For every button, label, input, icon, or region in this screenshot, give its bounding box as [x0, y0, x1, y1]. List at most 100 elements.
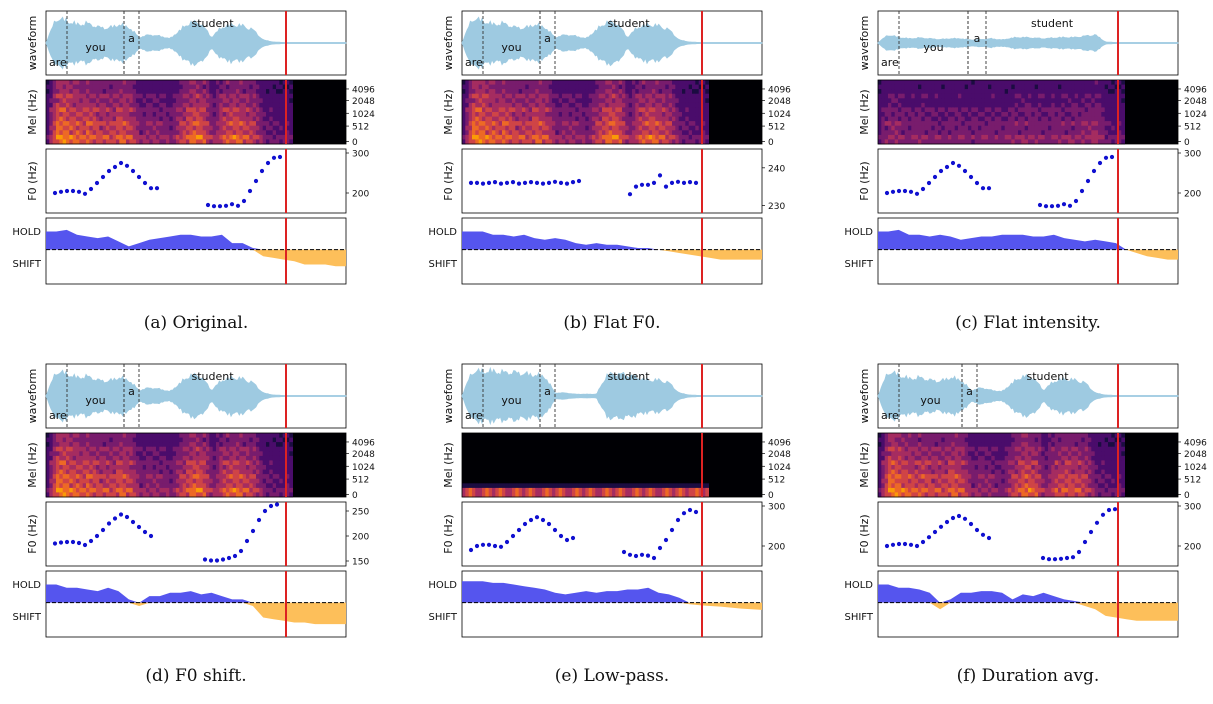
mel-cell: [46, 116, 50, 122]
mel-cell: [162, 487, 167, 493]
mel-cell: [252, 478, 257, 484]
mel-cell: [665, 102, 669, 108]
mel-cell: [931, 112, 935, 117]
mel-cell: [169, 446, 173, 452]
mel-cell: [89, 139, 93, 145]
mel-cell: [266, 84, 270, 90]
mel-cell: [179, 483, 183, 489]
mel-cell: [1044, 102, 1049, 108]
mel-cell: [698, 98, 703, 104]
mel-cell: [1054, 93, 1059, 99]
mel-cell: [116, 89, 120, 95]
mel-cell: [112, 80, 117, 85]
mel-cell: [528, 446, 533, 452]
mel-cell: [276, 112, 280, 117]
mel-cell: [179, 460, 183, 466]
mel-cell: [276, 121, 280, 127]
mel-cell: [582, 474, 586, 480]
mel-cell: [475, 437, 479, 443]
mel-cell: [884, 93, 889, 99]
mel-cell: [146, 465, 150, 470]
mel-cell: [159, 89, 163, 95]
mel-cell: [528, 121, 533, 127]
mel-cell: [69, 465, 73, 470]
mel-cell: [229, 84, 233, 90]
mel-cell: [662, 130, 666, 136]
mel-cell: [702, 98, 706, 104]
mel-cell: [545, 125, 549, 131]
mel-cell: [76, 451, 80, 457]
mel-cell: [116, 125, 120, 131]
mel-cell: [891, 102, 895, 108]
mel-cell: [518, 487, 523, 493]
mel-cell: [1024, 98, 1029, 104]
mel-cell: [282, 478, 287, 484]
mel-cell: [914, 98, 919, 104]
mel-cell: [249, 107, 253, 113]
mel-cell: [642, 121, 646, 127]
mel-cell: [525, 483, 529, 489]
mel-cell: [498, 98, 503, 104]
mel-cell: [159, 446, 163, 452]
mel-cell: [276, 474, 280, 480]
mel-cell: [106, 492, 110, 498]
mel-cell: [662, 93, 666, 99]
mel-cell: [46, 455, 50, 461]
mel-cell: [662, 134, 666, 140]
mel-cell: [1068, 107, 1072, 113]
mel-cell: [256, 93, 260, 99]
mel-cell: [232, 451, 237, 457]
mel-cell: [99, 121, 103, 127]
mel-cell: [219, 139, 223, 145]
mel-cell: [266, 102, 270, 108]
mel-cell: [502, 93, 506, 99]
mel-cell: [971, 102, 975, 108]
mel-cell: [1098, 102, 1102, 108]
mel-cell: [1071, 98, 1075, 104]
mel-cell: [259, 469, 263, 475]
hold-area: [46, 584, 346, 603]
mel-cell: [588, 93, 593, 99]
mel-cell: [582, 446, 586, 452]
mel-cell: [166, 469, 170, 475]
mel-cell: [934, 84, 939, 90]
mel-cell: [1048, 93, 1052, 99]
mel-cell: [608, 121, 613, 127]
mel-cell: [136, 98, 140, 104]
mel-cell: [106, 469, 110, 475]
mel-cell: [142, 102, 147, 108]
mel-cell: [139, 84, 143, 90]
mel-cell: [558, 483, 563, 489]
mel-cell: [1058, 84, 1062, 90]
mel-cell: [515, 98, 519, 104]
mel-cell: [269, 442, 273, 448]
mel-cell: [186, 433, 190, 438]
mel-cell: [562, 469, 566, 475]
mel-cell: [548, 446, 553, 452]
mel-cell: [82, 107, 87, 113]
mel-cell: [884, 112, 889, 117]
mel-cell: [59, 98, 63, 104]
mel-cell: [944, 134, 949, 140]
mel-cell: [259, 455, 263, 461]
mel-cell: [86, 433, 90, 438]
mel-cell: [89, 446, 93, 452]
mel-cell: [229, 112, 233, 117]
mel-cell: [46, 433, 50, 438]
mel-cell: [82, 460, 87, 466]
mel-cell: [286, 469, 290, 475]
mel-cell: [1104, 130, 1109, 136]
mel-cell: [1098, 89, 1102, 95]
mel-cell: [538, 446, 543, 452]
mel-cell: [904, 125, 909, 131]
f0-point: [522, 180, 528, 185]
mel-cell: [56, 125, 60, 131]
mel-cell: [1004, 98, 1009, 104]
mel-cell: [156, 102, 160, 108]
mel-cell: [146, 89, 150, 95]
mel-cell: [958, 84, 962, 90]
mel-cell: [565, 446, 569, 452]
mel-cell: [79, 451, 83, 457]
mel-cell: [109, 460, 113, 466]
mel-cell: [1101, 112, 1105, 117]
